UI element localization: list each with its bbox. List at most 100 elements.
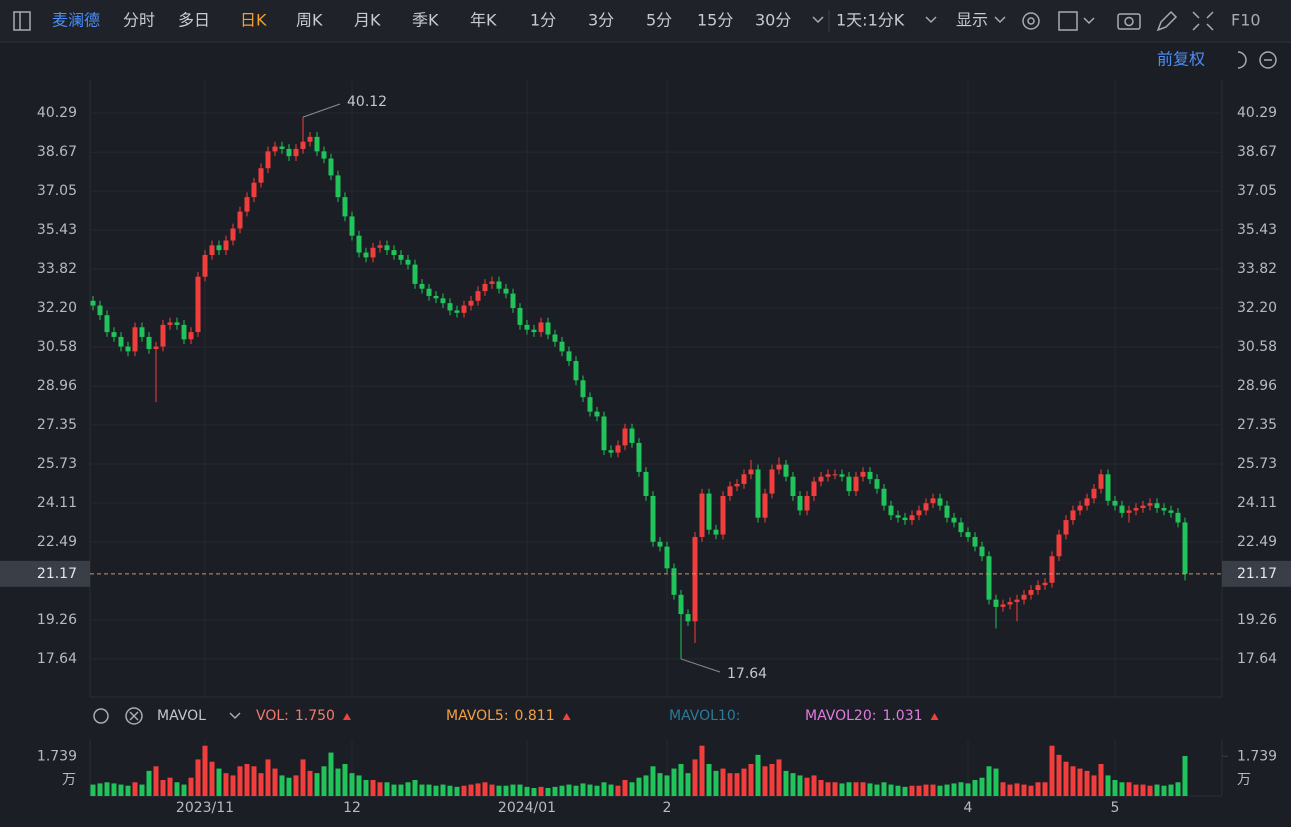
volume-tick-label-left: 1.739 bbox=[37, 748, 77, 764]
volume-bar bbox=[573, 785, 579, 796]
y-tick-label: 17.64 bbox=[37, 651, 77, 667]
period-tab[interactable]: 30分 bbox=[755, 11, 791, 30]
candle-body bbox=[755, 469, 761, 518]
settings-icon[interactable] bbox=[1022, 12, 1040, 30]
y-tick-label: 30.58 bbox=[37, 339, 77, 355]
volume-bar bbox=[377, 782, 383, 796]
period-tab[interactable]: 5分 bbox=[646, 11, 672, 30]
candle-body bbox=[146, 336, 152, 349]
candle-body bbox=[1014, 599, 1020, 603]
interval-select[interactable]: 1天:1分K bbox=[836, 11, 905, 30]
last-price-box-right bbox=[1222, 560, 1291, 587]
indicator-settings[interactable] bbox=[93, 708, 109, 724]
period-more[interactable] bbox=[812, 16, 824, 24]
y-tick-label: 19.26 bbox=[37, 612, 77, 628]
candle-body bbox=[860, 471, 866, 477]
volume-bar bbox=[965, 783, 971, 796]
period-tab[interactable]: 1分 bbox=[530, 11, 556, 30]
period-tab[interactable]: 分时 bbox=[123, 11, 155, 30]
indicator-close[interactable] bbox=[125, 707, 143, 725]
candle-body bbox=[328, 158, 334, 176]
volume-bar bbox=[90, 784, 96, 796]
period-tab[interactable]: 15分 bbox=[697, 11, 733, 30]
volume-bar bbox=[1112, 780, 1118, 796]
candle-body bbox=[118, 336, 124, 347]
candle-body bbox=[993, 599, 999, 607]
candle-body bbox=[244, 197, 250, 212]
candle-body bbox=[1112, 500, 1118, 506]
period-tab[interactable]: 年K bbox=[470, 11, 497, 30]
candle-body bbox=[125, 346, 131, 352]
volume-bar bbox=[671, 768, 677, 796]
candle-body bbox=[342, 197, 348, 217]
undo-icon[interactable] bbox=[1237, 51, 1247, 69]
period-tab[interactable]: 多日 bbox=[178, 11, 210, 30]
volume-bar bbox=[139, 784, 145, 796]
draw-icon[interactable] bbox=[1156, 10, 1178, 32]
fullscreen-icon[interactable] bbox=[1192, 11, 1214, 31]
candle-body bbox=[573, 361, 579, 381]
volume-bar bbox=[104, 782, 110, 796]
legend-name: VOL: bbox=[256, 708, 289, 724]
candle-body bbox=[923, 503, 929, 511]
candle-body bbox=[713, 529, 719, 535]
f10-button[interactable]: F10 bbox=[1231, 11, 1261, 30]
legend-value: 1.750 bbox=[295, 708, 335, 724]
candle-body bbox=[482, 283, 488, 292]
display-menu[interactable]: 显示 bbox=[956, 11, 988, 30]
x-tick-label: 2 bbox=[663, 800, 672, 816]
candle-body bbox=[853, 476, 859, 492]
candle-body bbox=[832, 474, 838, 476]
legend-value: 1.031 bbox=[882, 708, 922, 724]
period-tab[interactable]: 日K bbox=[240, 11, 267, 30]
candle-body bbox=[188, 332, 194, 340]
period-tab[interactable]: 月K bbox=[354, 11, 381, 30]
candle-body bbox=[384, 245, 390, 251]
volume-bar bbox=[160, 780, 166, 796]
candle-body bbox=[902, 517, 908, 521]
candle-body bbox=[160, 324, 166, 347]
volume-bar bbox=[524, 786, 530, 796]
y-tick-label: 37.05 bbox=[37, 183, 77, 199]
y-tick-label-right: 38.67 bbox=[1237, 144, 1277, 160]
volume-bar bbox=[517, 784, 523, 796]
camera-icon[interactable] bbox=[1117, 13, 1141, 30]
period-tab[interactable]: 周K bbox=[296, 11, 323, 30]
candle-body bbox=[1175, 512, 1181, 523]
candle-body bbox=[664, 546, 670, 569]
volume-bar bbox=[496, 785, 502, 796]
candle-body bbox=[223, 240, 229, 251]
y-tick-label: 25.73 bbox=[37, 456, 77, 472]
candle-body bbox=[643, 471, 649, 496]
indicator-name[interactable]: MAVOL bbox=[157, 708, 206, 724]
candle-body bbox=[1091, 488, 1097, 499]
period-tab[interactable]: 季K bbox=[412, 11, 439, 30]
y-tick-label-right: 25.73 bbox=[1237, 456, 1277, 472]
volume-bar bbox=[860, 782, 866, 796]
candle-body bbox=[461, 305, 467, 313]
period-tab[interactable]: 3分 bbox=[588, 11, 614, 30]
volume-bar bbox=[937, 785, 943, 796]
volume-bar bbox=[580, 783, 586, 796]
volume-bar bbox=[118, 784, 124, 796]
volume-bar bbox=[692, 759, 698, 796]
volume-bar bbox=[1091, 775, 1097, 796]
candle-body bbox=[174, 322, 180, 325]
candle-body bbox=[1084, 498, 1090, 506]
volume-bar bbox=[125, 785, 131, 796]
shape-icon[interactable] bbox=[1058, 11, 1078, 31]
y-tick-label-right: 40.29 bbox=[1237, 105, 1277, 121]
candle-body bbox=[258, 168, 264, 183]
volume-bar bbox=[615, 785, 621, 796]
candle-body bbox=[1105, 474, 1111, 501]
stock-name[interactable]: 麦澜德 bbox=[52, 11, 100, 30]
volume-bar bbox=[1105, 775, 1111, 796]
high-leader bbox=[302, 103, 341, 118]
volume-bar bbox=[349, 773, 355, 796]
zoom-out-icon[interactable] bbox=[1259, 51, 1277, 69]
sidebar-toggle[interactable] bbox=[13, 11, 31, 31]
volume-bar bbox=[398, 784, 404, 796]
adjust-mode[interactable]: 前复权 bbox=[1157, 50, 1205, 69]
candle-body bbox=[1133, 508, 1139, 511]
candle-body bbox=[930, 498, 936, 504]
